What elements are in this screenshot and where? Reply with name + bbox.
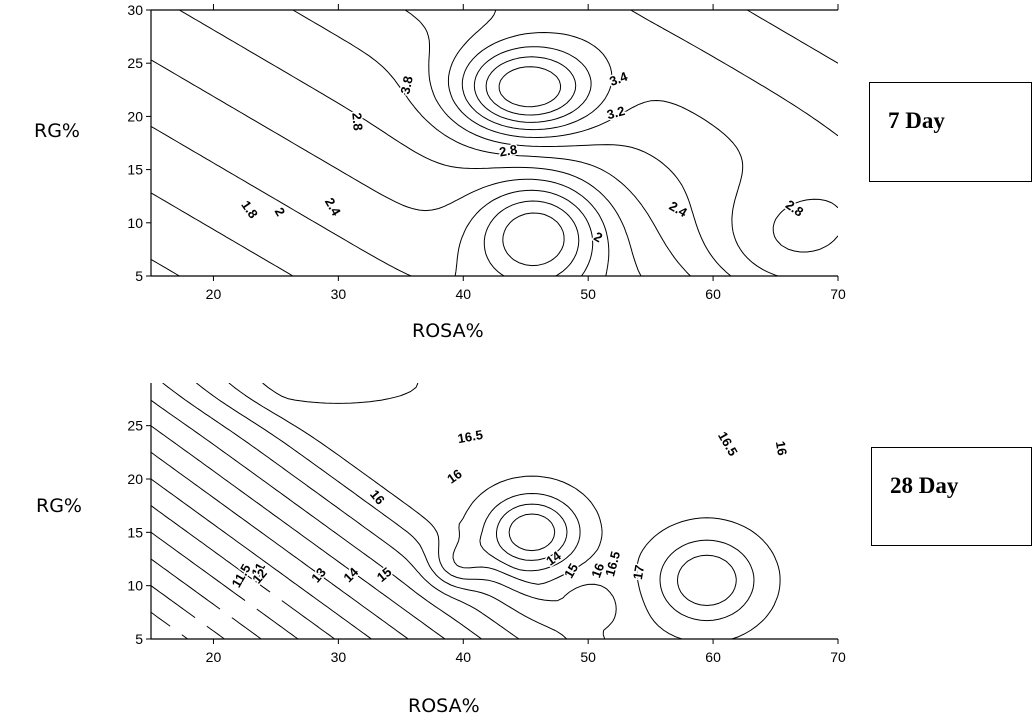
contour-lines-0 [151, 10, 838, 276]
panel-label-box-7day: 7 Day [869, 82, 1032, 182]
y-tick-label: 5 [135, 631, 143, 647]
contour-label: 3.4 [607, 68, 630, 89]
contour-label: 2.8 [349, 112, 366, 131]
y-axis-title-7day: RG% [34, 120, 80, 142]
contour-line [162, 383, 520, 639]
contour-label: 16 [588, 561, 607, 580]
contour-line [508, 513, 556, 552]
y-tick-label: 5 [135, 268, 143, 284]
contour-label: 16.5 [602, 550, 623, 578]
contour-label: 14 [543, 548, 564, 569]
contour-lines-1 [151, 383, 781, 639]
contour-line [498, 66, 562, 108]
contour-label: 1.8 [238, 198, 261, 221]
contour-line [196, 383, 568, 639]
contour-line [151, 531, 299, 639]
panel-0: 20 30 40 50 60 70 5 10 15 20 25 30 1.8 2 2.4 2.8 3.8 3.4 3… [127, 2, 846, 302]
contour-label: 3.2 [605, 103, 626, 122]
contour-label: 15 [374, 564, 395, 585]
x-tick-label: 30 [331, 649, 347, 665]
y-axis-title-28day: RG% [36, 495, 82, 517]
x-tick-label: 30 [331, 286, 347, 302]
panel-label-7day: 7 Day [888, 108, 945, 133]
contour-line [151, 59, 610, 276]
contour-label: 13 [308, 565, 329, 586]
contour-label: 16.5 [715, 429, 741, 458]
contour-label: 17 [630, 564, 647, 581]
contour-line [496, 503, 737, 606]
y-tick-label: 20 [127, 471, 143, 487]
y-tick-label: 20 [127, 108, 143, 124]
x-tick-label: 70 [830, 286, 846, 302]
x-axis-title-7day: ROSA% [412, 320, 484, 342]
contour-line [228, 383, 617, 639]
contour-line [151, 399, 482, 639]
contour-label: 2 [591, 229, 605, 246]
y-tick-label: 15 [127, 162, 143, 178]
x-tick-label: 70 [830, 649, 846, 665]
contour-line [151, 125, 594, 276]
contour-line [151, 212, 565, 276]
x-tick-label: 60 [705, 286, 721, 302]
panel-label-28day: 28 Day [890, 473, 959, 498]
contour-label: 2.4 [667, 198, 691, 220]
x-tick-label: 50 [580, 286, 596, 302]
contour-line [151, 425, 446, 639]
contour-line [151, 558, 262, 639]
y-tick-label: 15 [127, 524, 143, 540]
x-axis-title-28day: ROSA% [408, 695, 480, 717]
contour-label: 15 [561, 561, 581, 581]
x-tick-label: 50 [580, 649, 596, 665]
x-tick-label: 40 [455, 286, 471, 302]
contour-label: 16.5 [456, 427, 484, 446]
contour-line [151, 192, 580, 276]
contour-line [473, 10, 838, 123]
x-tick-label: 60 [705, 649, 721, 665]
x-tick-label: 20 [206, 649, 222, 665]
contour-line [404, 10, 732, 276]
contour-line [151, 478, 372, 639]
y-tick-label: 10 [127, 578, 143, 594]
contour-line [179, 10, 642, 276]
contour-line [485, 56, 577, 116]
y-tick-label: 25 [127, 418, 143, 434]
contour-line [479, 493, 755, 622]
contour-label: 16 [773, 440, 790, 457]
x-tick-label: 20 [206, 286, 222, 302]
y-tick-label: 10 [127, 215, 143, 231]
contour-line [262, 383, 781, 639]
contour-line [151, 451, 409, 639]
contour-label: 2 [272, 205, 289, 219]
contour-line [447, 10, 779, 276]
y-tick-label: 25 [127, 55, 143, 71]
panel-label-box-28day: 28 Day [871, 447, 1032, 546]
contour-line [151, 585, 225, 639]
contour-label: 3.8 [397, 75, 415, 96]
contour-label: 14 [340, 564, 361, 585]
contour-line [292, 10, 691, 276]
contour-label: 2.4 [322, 195, 344, 219]
y-tick-label: 30 [127, 2, 143, 18]
contour-label: 2.8 [498, 142, 518, 160]
x-tick-label: 40 [455, 649, 471, 665]
contour-label: 16 [444, 466, 464, 487]
contour-line [151, 505, 335, 639]
contour-line [461, 10, 838, 253]
contour-line [151, 611, 188, 639]
